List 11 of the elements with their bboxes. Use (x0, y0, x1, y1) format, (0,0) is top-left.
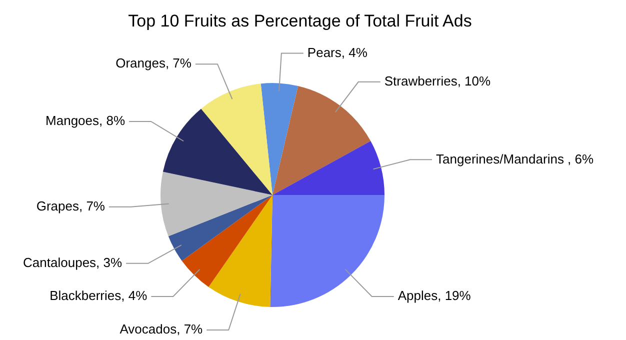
slice-label: Blackberries, 4% (50, 288, 148, 304)
slice-label: Cantaloupes, 3% (23, 254, 122, 270)
slice-label: Grapes, 7% (36, 198, 106, 214)
slice-label: Strawberries, 10% (384, 73, 492, 88)
slice-label: Apples, 19% (398, 288, 472, 304)
slice-label: Mangoes, 8% (46, 113, 126, 128)
slice-label: Tangerines/Mandarins , 6% (436, 151, 594, 166)
slice-label: Avocados, 7% (120, 322, 204, 337)
slice-label: Oranges, 7% (116, 56, 192, 71)
slice-label: Pears, 4% (307, 44, 368, 60)
chart-title: Top 10 Fruits as Percentage of Total Fruit Ads (128, 12, 472, 31)
